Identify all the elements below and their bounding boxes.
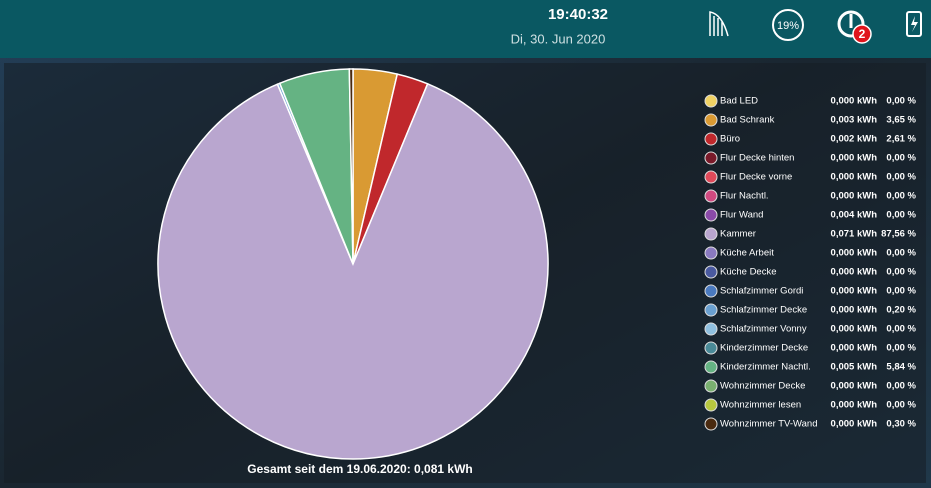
percent-label: 0,00 %: [886, 324, 916, 335]
legend-swatch: [704, 398, 718, 412]
percent-label: 3,65 %: [886, 115, 916, 126]
pie-slice: [157, 82, 549, 460]
legend-label: Flur Nachtl.: [720, 191, 769, 202]
percent-label: 0,00 %: [886, 153, 916, 164]
clock: 19:40:32: [548, 6, 608, 23]
legend-label: Küche Decke: [720, 267, 777, 278]
legend-swatch: [704, 208, 718, 222]
legend-swatch: [704, 322, 718, 336]
pie-slice: [348, 68, 354, 265]
percent-label: 0,20 %: [886, 305, 916, 316]
legend-label: Wohnzimmer Decke: [720, 381, 805, 392]
legend-swatch: [704, 151, 718, 165]
battery-icon[interactable]: [906, 11, 922, 37]
legend-swatch: [704, 113, 718, 127]
legend-label: Schlafzimmer Decke: [720, 305, 807, 316]
energy-label: 0,000 kWh: [831, 381, 878, 392]
legend-swatch: [704, 132, 718, 146]
energy-label: 0,000 kWh: [831, 153, 878, 164]
legend-swatch: [704, 284, 718, 298]
header-bar: [0, 0, 931, 58]
energy-label: 0,000 kWh: [831, 172, 878, 183]
legend: Bad LED 0,000 kWh 0,00 % Bad Schrank 0,003 k…: [704, 94, 917, 431]
percent-label: 0,00 %: [886, 343, 916, 354]
percent-label: 0,00 %: [886, 381, 916, 392]
notification-count: 2: [859, 27, 866, 41]
percent-label: 87,56 %: [881, 229, 916, 240]
percent-label: 0,00 %: [886, 172, 916, 183]
energy-label: 0,071 kWh: [831, 229, 878, 240]
pie: [157, 68, 549, 460]
legend-swatch: [704, 189, 718, 203]
energy-label: 0,000 kWh: [831, 267, 878, 278]
power-icon[interactable]: [837, 10, 865, 38]
energy-label: 0,000 kWh: [831, 305, 878, 316]
legend-swatch: [704, 303, 718, 317]
legend-label: Kammer: [720, 229, 756, 240]
percent-label: 2,61 %: [886, 134, 916, 145]
legend-swatch: [704, 417, 718, 431]
legend-label: Kinderzimmer Nachtl.: [720, 362, 811, 373]
battery-badge-label: 19%: [777, 20, 799, 32]
legend-swatch: [704, 94, 718, 108]
legend-swatch: [704, 379, 718, 393]
energy-label: 0,000 kWh: [831, 248, 878, 259]
energy-label: 0,005 kWh: [831, 362, 878, 373]
legend-label: Büro: [720, 134, 740, 145]
percent-label: 0,30 %: [886, 419, 916, 430]
legend-label: Schlafzimmer Vonny: [720, 324, 807, 335]
legend-swatch: [704, 265, 718, 279]
legend-swatch: [704, 227, 718, 241]
percent-label: 0,00 %: [886, 248, 916, 259]
legend-label: Bad LED: [720, 96, 758, 107]
footer: Gesamt seit dem 19.06.2020: 0,081 kWh: [247, 462, 472, 476]
percent-label: 0,00 %: [886, 286, 916, 297]
percent-label: 0,00 %: [886, 400, 916, 411]
energy-label: 0,000 kWh: [831, 400, 878, 411]
legend-label: Flur Decke vorne: [720, 172, 792, 183]
notification-badge: [852, 24, 872, 44]
legend-label: Bad Schrank: [720, 115, 775, 126]
battery-badge[interactable]: [772, 9, 804, 41]
percent-label: 0,00 %: [886, 96, 916, 107]
legend-swatch: [704, 246, 718, 260]
building-icon[interactable]: [709, 11, 729, 37]
energy-label: 0,000 kWh: [831, 191, 878, 202]
percent-label: 0,00 %: [886, 210, 916, 221]
energy-label: 0,002 kWh: [831, 134, 878, 145]
legend-label: Kinderzimmer Decke: [720, 343, 808, 354]
percent-label: 0,00 %: [886, 267, 916, 278]
legend-label: Wohnzimmer TV-Wand: [720, 419, 818, 430]
energy-label: 0,004 kWh: [831, 210, 878, 221]
percent-label: 5,84 %: [886, 362, 916, 373]
energy-label: 0,000 kWh: [831, 343, 878, 354]
energy-label: 0,000 kWh: [831, 286, 878, 297]
energy-label: 0,003 kWh: [831, 115, 878, 126]
legend-label: Küche Arbeit: [720, 248, 774, 259]
date: Di, 30. Jun 2020: [511, 31, 606, 46]
legend-swatch: [704, 341, 718, 355]
percent-label: 0,00 %: [886, 191, 916, 202]
energy-label: 0,000 kWh: [831, 419, 878, 430]
legend-label: Flur Wand: [720, 210, 763, 221]
energy-label: 0,000 kWh: [831, 324, 878, 335]
legend-label: Schlafzimmer Gordi: [720, 286, 803, 297]
energy-label: 0,000 kWh: [831, 96, 878, 107]
legend-label: Flur Decke hinten: [720, 153, 794, 164]
battery-bolt: [911, 16, 918, 32]
legend-label: Wohnzimmer lesen: [720, 400, 801, 411]
legend-swatch: [704, 170, 718, 184]
legend-swatch: [704, 360, 718, 374]
